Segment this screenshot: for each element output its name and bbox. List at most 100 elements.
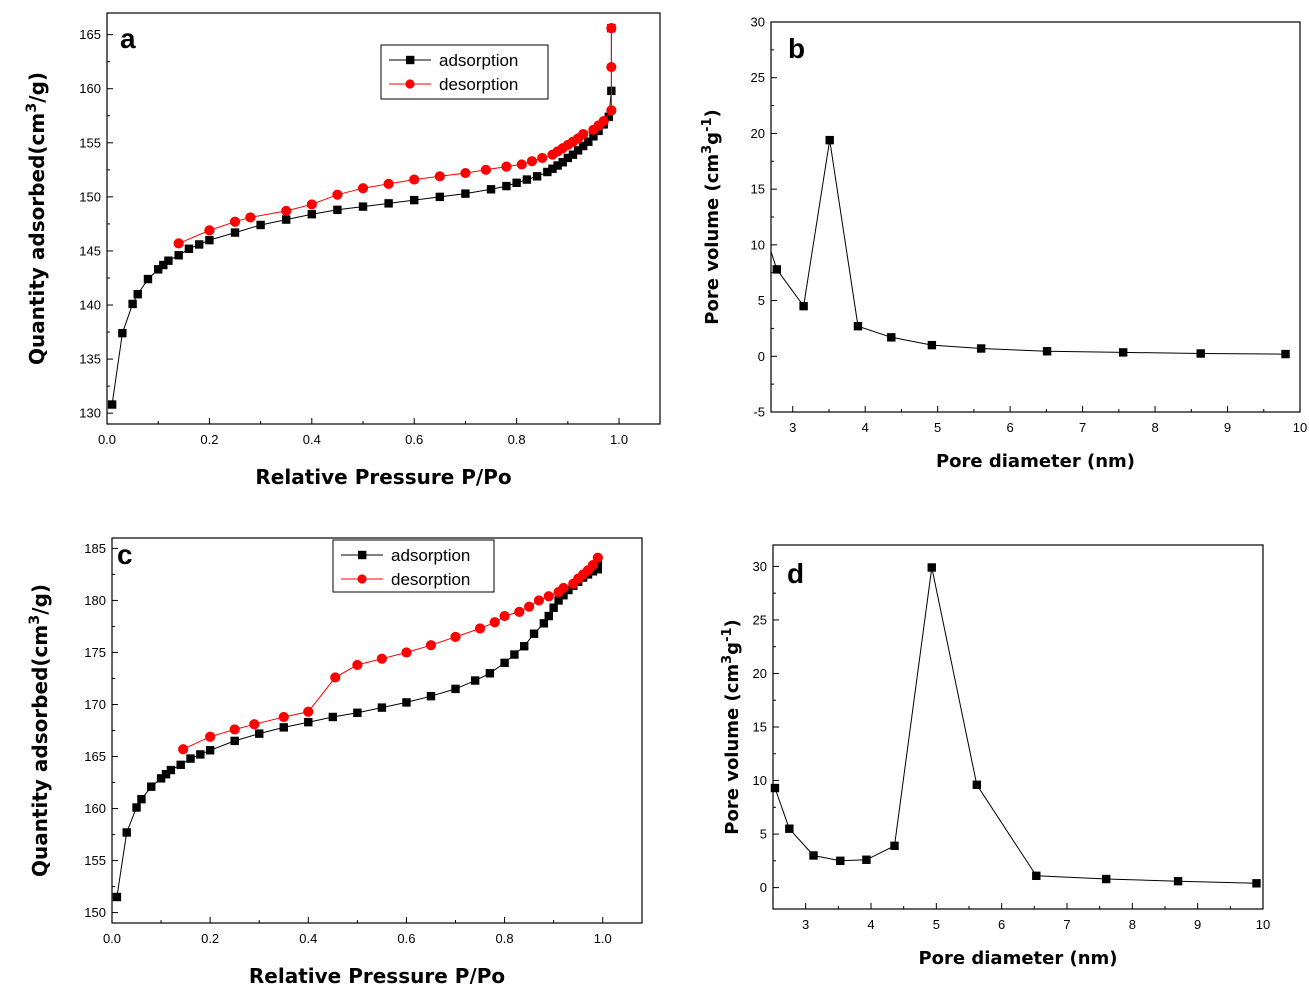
data-point: [799, 301, 808, 311]
y-tick-label: 150: [84, 905, 106, 920]
data-point: [594, 126, 603, 136]
data-point: [173, 238, 184, 249]
data-point: [229, 216, 241, 227]
y-tick-label: 160: [84, 801, 106, 816]
data-point: [589, 132, 598, 141]
data-point: [143, 274, 153, 284]
data-point: [107, 400, 117, 409]
data-point: [606, 23, 617, 34]
series-distribution: [770, 135, 1290, 359]
data-point: [501, 161, 512, 172]
x-tick-label: 9: [1224, 420, 1231, 435]
data-point: [1173, 876, 1183, 886]
y-axis-label-part: g: [722, 642, 743, 655]
data-point: [435, 192, 445, 202]
legend-frame: [380, 44, 549, 100]
panel-letter: c: [117, 539, 133, 570]
data-point: [353, 708, 362, 718]
data-point: [303, 706, 314, 717]
y-tick-label: 30: [753, 559, 767, 574]
x-axis-label: Pore diameter (nm): [936, 451, 1135, 472]
y-tick-label: 175: [84, 645, 106, 660]
y-tick-label: 130: [79, 406, 101, 421]
x-tick-label: 7: [1063, 917, 1070, 932]
data-point: [500, 658, 509, 668]
panel-letter: b: [788, 33, 805, 64]
data-point: [485, 669, 495, 678]
data-point: [304, 717, 313, 727]
data-point: [410, 195, 419, 205]
data-point: [376, 653, 388, 664]
data-point: [522, 175, 532, 184]
data-point: [330, 672, 341, 683]
data-point: [588, 124, 599, 135]
y-tick-label: 155: [79, 135, 101, 150]
data-point: [537, 152, 548, 164]
data-point: [196, 750, 205, 759]
y-tick-label: 165: [79, 27, 101, 42]
data-point: [547, 149, 558, 160]
legend-marker: [358, 550, 367, 560]
series-line: [116, 561, 599, 898]
data-point: [543, 167, 552, 177]
y-axis-label-part: g: [702, 132, 723, 145]
data-point: [564, 585, 573, 595]
x-axis-label: Pore diameter (nm): [918, 948, 1117, 969]
y-axis-label-part: Quantity adsorbed(cm: [28, 625, 52, 877]
data-point: [470, 676, 480, 685]
data-point: [245, 212, 256, 223]
y-axis-label-part: ): [722, 619, 743, 627]
x-axis-label: Relative Pressure P/Po: [249, 964, 505, 984]
data-point: [559, 591, 568, 600]
y-tick-label: -5: [753, 405, 765, 420]
data-point: [154, 265, 163, 274]
series-desorption: [178, 552, 603, 755]
legend: adsorption desorption: [380, 44, 549, 100]
y-tick-label: 10: [753, 773, 767, 788]
data-point: [862, 855, 871, 864]
data-point: [532, 172, 542, 181]
data-point: [205, 746, 215, 755]
y-tick-label: 5: [760, 827, 767, 842]
data-point: [184, 244, 194, 253]
y-tick-label: 25: [753, 612, 767, 627]
x-tick-label: 3: [802, 917, 809, 932]
data-point: [1118, 348, 1128, 357]
y-axis-label-superscript: 3: [700, 145, 715, 154]
data-point: [230, 736, 239, 746]
data-point: [604, 112, 613, 122]
series-desorption: [173, 23, 617, 249]
data-point: [352, 659, 363, 671]
y-tick-label: 145: [79, 243, 101, 258]
data-point: [480, 164, 492, 175]
y-axis-label-part: Pore volume (cm: [702, 154, 723, 325]
data-point: [553, 587, 564, 598]
data-point: [451, 684, 460, 694]
data-point: [159, 260, 168, 270]
data-point: [409, 174, 420, 185]
data-point: [1252, 879, 1261, 888]
series-line: [774, 567, 1257, 884]
data-point: [544, 611, 553, 621]
data-point: [474, 623, 486, 634]
x-tick-label: 3: [789, 420, 796, 435]
y-axis-label-superscript: 3: [27, 615, 43, 625]
data-point: [281, 205, 292, 217]
data-point: [156, 774, 166, 783]
data-point: [584, 137, 593, 146]
data-point: [279, 723, 288, 732]
data-point: [460, 167, 471, 179]
data-point: [176, 760, 185, 770]
data-point: [161, 770, 171, 779]
data-point: [836, 856, 845, 866]
x-tick-label: 0.8: [496, 931, 514, 946]
data-point: [194, 240, 204, 249]
x-tick-label: 0.0: [98, 432, 116, 447]
y-tick-label: 180: [84, 593, 106, 608]
y-axis-label-superscript: 3: [720, 655, 735, 664]
y-tick-label: 0: [758, 349, 765, 364]
data-point: [489, 617, 500, 628]
data-point: [785, 824, 794, 833]
data-point: [256, 220, 265, 230]
y-axis-label-superscript: -1: [700, 118, 715, 132]
